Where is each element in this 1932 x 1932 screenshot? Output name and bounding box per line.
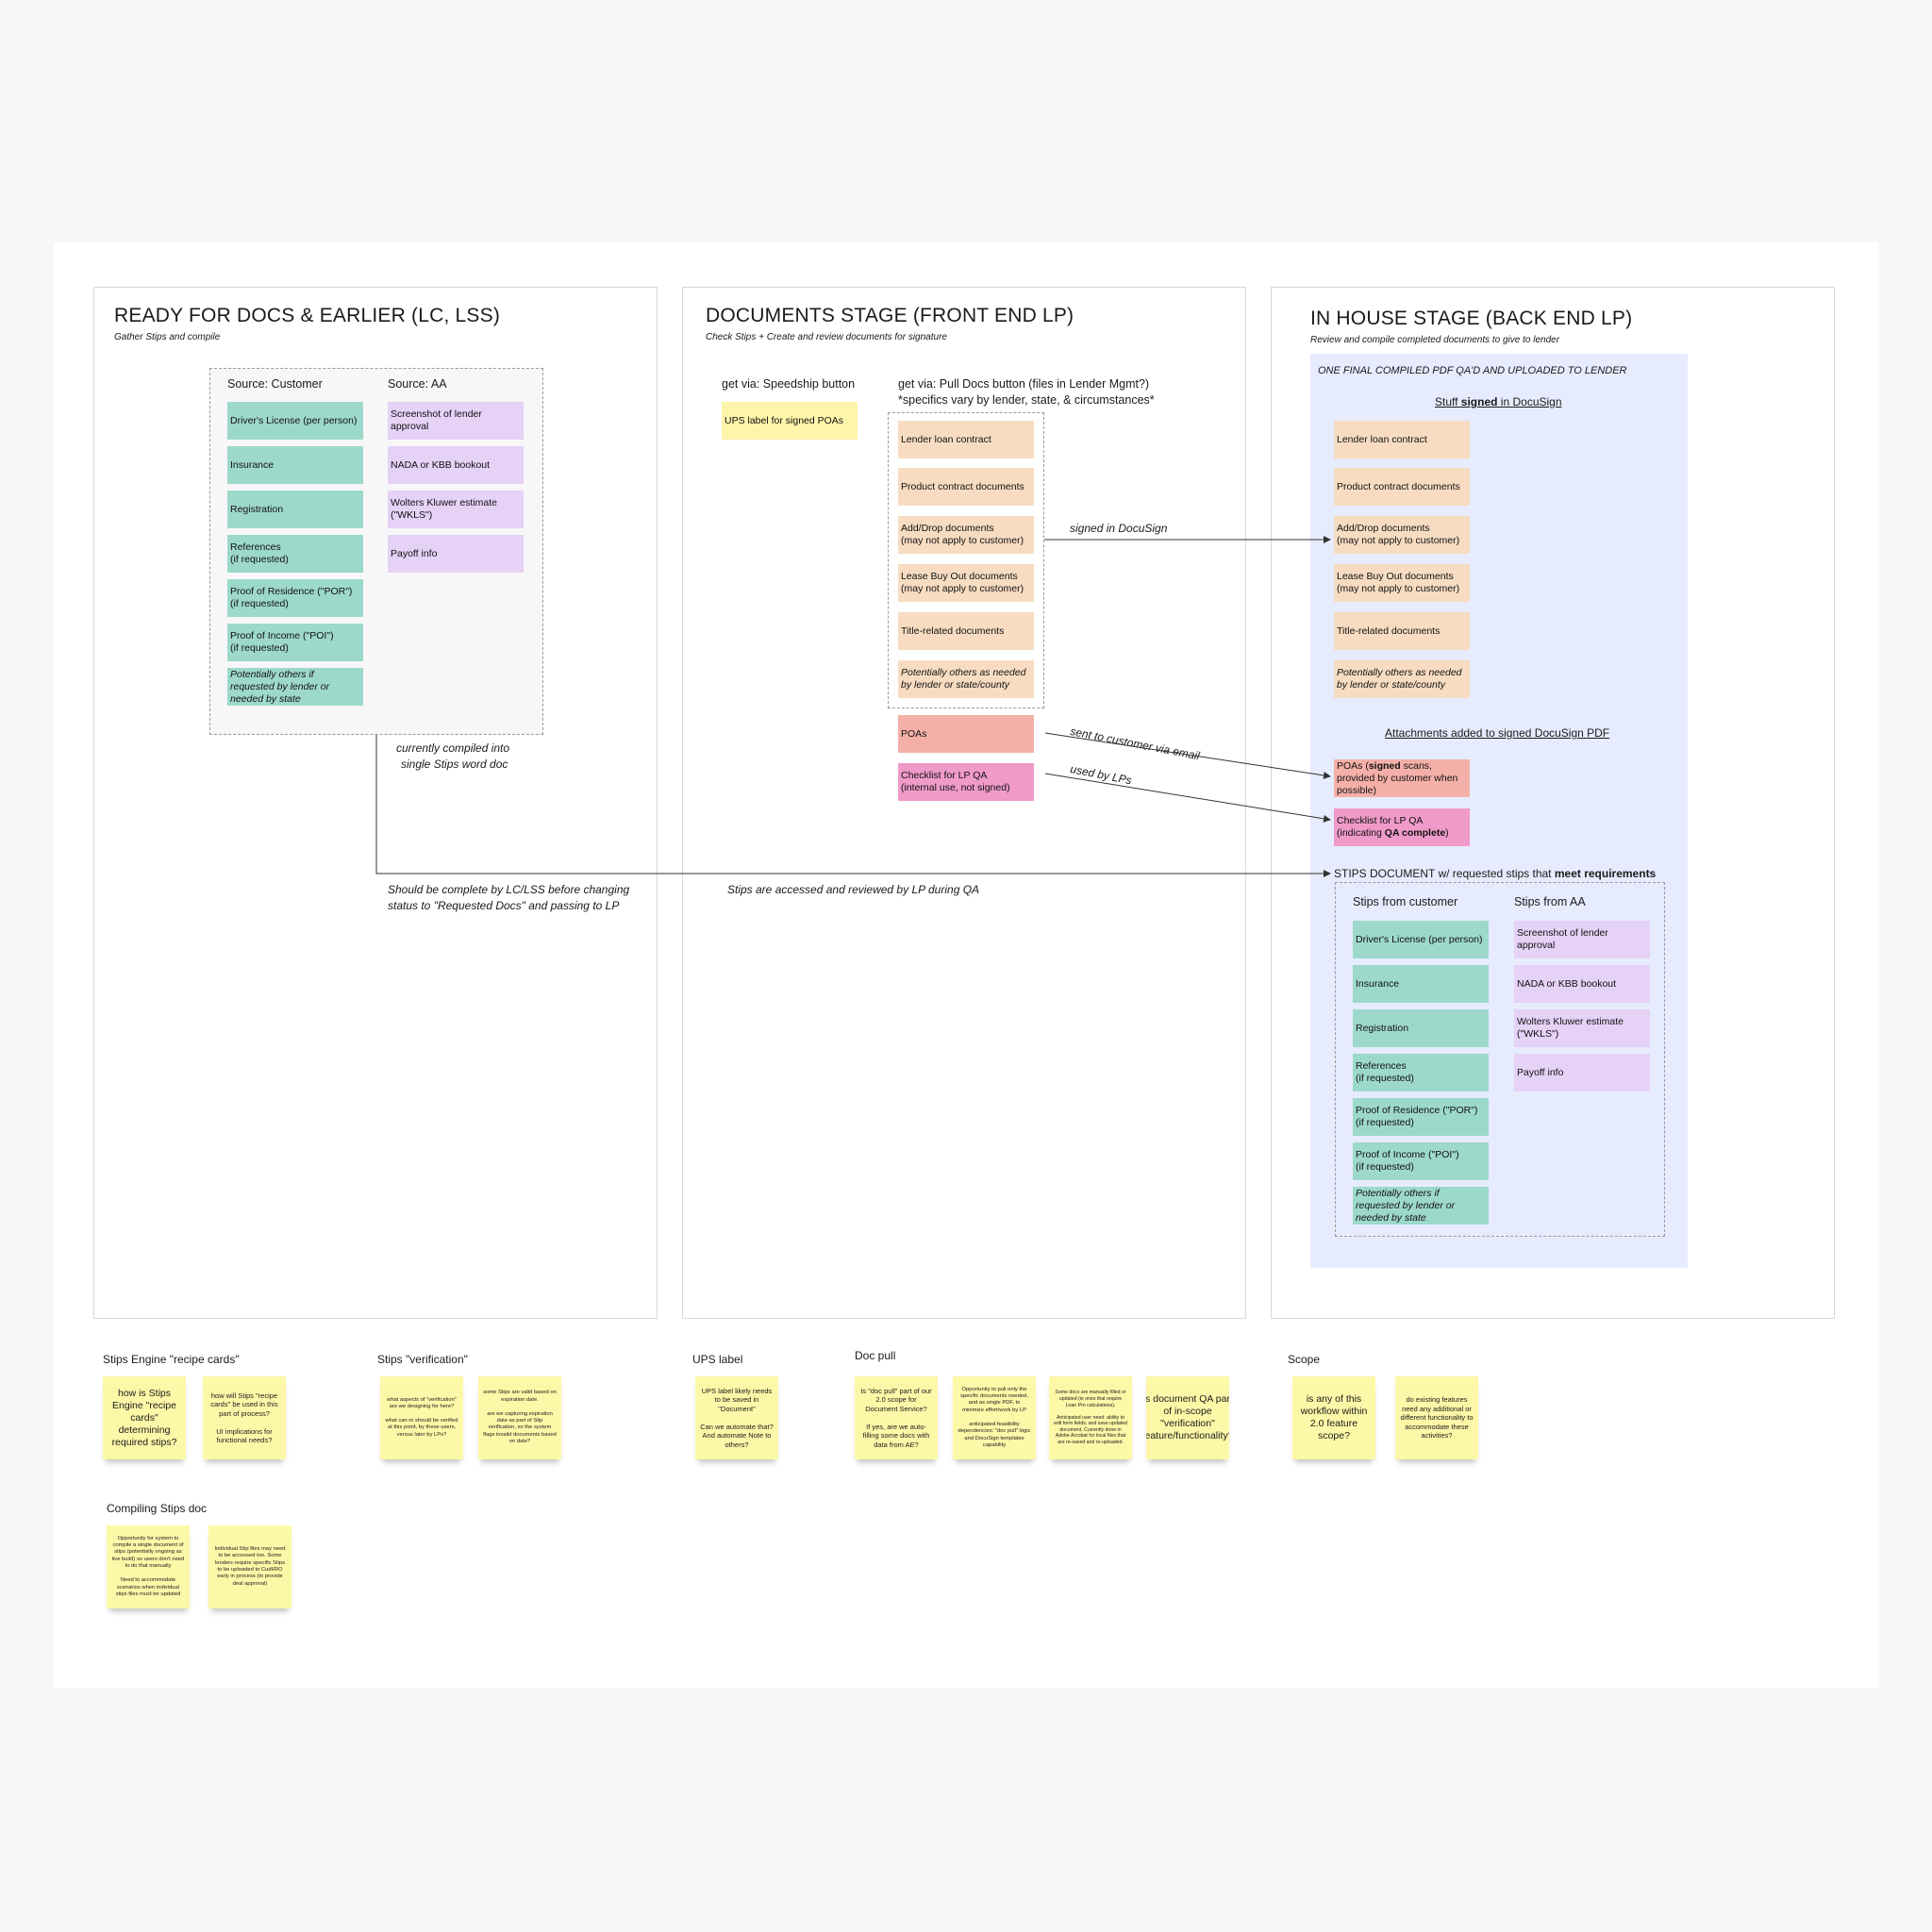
final-stip-potentially-others: Potentially others if requested by lende… — [1353, 1187, 1489, 1224]
stuff-signed-bold: signed — [1460, 395, 1498, 408]
signed-lease-buy-out: Lease Buy Out documents (may not apply t… — [1334, 564, 1470, 602]
section-recipe-title: Stips Engine "recipe cards" — [103, 1353, 240, 1366]
section-docpull-title: Doc pull — [855, 1349, 896, 1362]
frame-ready-subtitle: Gather Stips and compile — [114, 332, 221, 342]
attached-poas: POAs (signed scans, provided by customer… — [1334, 759, 1470, 797]
signed-title-related: Title-related documents — [1334, 612, 1470, 650]
sticky-recipe-2: how will Stips "recipe cards" be used in… — [203, 1376, 286, 1459]
attached-checklist-pre: (indicating — [1337, 827, 1385, 839]
stip-registration: Registration — [227, 491, 363, 528]
stip-nada-kbb: NADA or KBB bookout — [388, 446, 524, 484]
sticky-docpull-1: Is "doc pull" part of our 2.0 scope for … — [855, 1376, 938, 1459]
stips-from-customer-label: Stips from customer — [1353, 895, 1458, 908]
sticky-compiling-2: Individual Stip files may need to be acc… — [208, 1525, 291, 1608]
stip-payoff-info: Payoff info — [388, 535, 524, 573]
sticky-docpull-3: Some docs are manually filled or updated… — [1049, 1376, 1132, 1459]
compiled-note-line2: single Stips word doc — [401, 758, 508, 771]
stip-potentially-others: Potentially others if requested by lende… — [227, 668, 363, 706]
compiled-note-line1: currently compiled into — [396, 741, 510, 755]
pull-docs-label-line1: get via: Pull Docs button (files in Lend… — [898, 377, 1150, 391]
frame-inhouse-title: IN HOUSE STAGE (BACK END LP) — [1310, 308, 1633, 329]
signed-lender-loan-contract: Lender loan contract — [1334, 421, 1470, 458]
documents-group — [888, 412, 1044, 708]
sticky-verification-1: what aspects of "verification" are we de… — [380, 1376, 463, 1459]
section-verification-title: Stips "verification" — [377, 1353, 468, 1366]
stips-accessed-label: Stips are accessed and reviewed by LP du… — [727, 883, 980, 896]
frame-ready-title: READY FOR DOCS & EARLIER (LC, LSS) — [114, 305, 501, 326]
doc-potentially-others: Potentially others as needed by lender o… — [898, 660, 1034, 698]
frame-documents-title: DOCUMENTS STAGE (FRONT END LP) — [706, 305, 1074, 326]
stips-document-label: STIPS DOCUMENT w/ requested stips that m… — [1334, 867, 1656, 880]
speedship-label: get via: Speedship button — [722, 377, 856, 391]
stuff-signed-label: Stuff signed in DocuSign — [1435, 395, 1562, 408]
doc-product-contract: Product contract documents — [898, 468, 1034, 506]
stuff-signed-post: in DocuSign — [1497, 395, 1562, 408]
attached-checklist-line1: Checklist for LP QA — [1337, 815, 1424, 826]
checklist-line2: (internal use, not signed) — [901, 782, 1010, 793]
sticky-compiling-1: Opportunity for system to compile a sing… — [107, 1525, 190, 1608]
frame-documents-subtitle: Check Stips + Create and review document… — [706, 332, 947, 342]
final-stip-insurance: Insurance — [1353, 965, 1489, 1003]
signed-add-drop: Add/Drop documents (may not apply to cus… — [1334, 516, 1470, 554]
complete-note-line1: Should be complete by LC/LSS before chan… — [388, 883, 630, 896]
doc-lease-buy-out: Lease Buy Out documents (may not apply t… — [898, 564, 1034, 602]
final-stip-proof-of-residence: Proof of Residence ("POR") (if requested… — [1353, 1098, 1489, 1136]
pull-docs-label-line2: *specifics vary by lender, state, & circ… — [898, 393, 1155, 407]
stip-proof-of-residence: Proof of Residence ("POR") (if requested… — [227, 579, 363, 617]
final-stip-lender-approval: Screenshot of lender approval — [1514, 921, 1650, 958]
final-stip-nada-kbb: NADA or KBB bookout — [1514, 965, 1650, 1003]
doc-lender-loan-contract: Lender loan contract — [898, 421, 1034, 458]
final-stip-references: References (if requested) — [1353, 1054, 1489, 1091]
poas-bold: signed — [1368, 759, 1401, 772]
stip-wolters-kluwer: Wolters Kluwer estimate ("WKLS") — [388, 491, 524, 528]
stuff-signed-pre: Stuff — [1435, 395, 1461, 408]
attachments-label: Attachments added to signed DocuSign PDF — [1385, 726, 1610, 740]
signed-potentially-others: Potentially others as needed by lender o… — [1334, 660, 1470, 698]
final-stip-proof-of-income: Proof of Income ("POI") (if requested) — [1353, 1142, 1489, 1180]
sticky-scope-2: do existing features need any additional… — [1395, 1376, 1478, 1459]
sticky-docpull-4: Is document QA part of in-scope "verific… — [1146, 1376, 1229, 1459]
doc-title-related: Title-related documents — [898, 612, 1034, 650]
poas-post: scans, provided by customer when possibl… — [1337, 759, 1458, 796]
stips-doc-bold: meet requirements — [1554, 867, 1657, 880]
stip-drivers-license: Driver's License (per person) — [227, 402, 363, 440]
signed-product-contract: Product contract documents — [1334, 468, 1470, 506]
stips-document-group — [1335, 882, 1665, 1237]
signed-in-docusign-label: signed in DocuSign — [1070, 522, 1168, 535]
attached-checklist-post: ) — [1445, 827, 1449, 839]
sticky-verification-2: some Stips are valid based on expiration… — [478, 1376, 561, 1459]
sticky-ups-1: UPS label likely needs to be saved in "D… — [695, 1376, 778, 1459]
section-compiling-title: Compiling Stips doc — [107, 1502, 208, 1515]
source-customer-label: Source: Customer — [227, 377, 323, 391]
attached-checklist-bold: QA complete — [1384, 827, 1446, 839]
stip-proof-of-income: Proof of Income ("POI") (if requested) — [227, 624, 363, 661]
ups-label-note: UPS label for signed POAs — [722, 402, 858, 440]
stip-insurance: Insurance — [227, 446, 363, 484]
checklist-line1: Checklist for LP QA — [901, 770, 988, 781]
poas-pre: POAs ( — [1337, 759, 1369, 772]
frame-inhouse-subtitle: Review and compile completed documents t… — [1310, 335, 1560, 345]
stip-lender-approval: Screenshot of lender approval — [388, 402, 524, 440]
complete-note-line2: status to "Requested Docs" and passing t… — [388, 899, 620, 912]
final-pdf-label: ONE FINAL COMPILED PDF QA'D AND UPLOADED… — [1318, 365, 1627, 376]
source-aa-label: Source: AA — [388, 377, 447, 391]
doc-add-drop: Add/Drop documents (may not apply to cus… — [898, 516, 1034, 554]
sticky-docpull-2: Opportunity to pull only the specific do… — [953, 1376, 1036, 1459]
stips-doc-pre: STIPS DOCUMENT w/ requested stips that — [1334, 867, 1555, 880]
final-stip-registration: Registration — [1353, 1009, 1489, 1047]
final-stip-drivers-license: Driver's License (per person) — [1353, 921, 1489, 958]
stip-references: References (if requested) — [227, 535, 363, 573]
stips-from-aa-label: Stips from AA — [1514, 895, 1586, 908]
sticky-scope-1: is any of this workflow within 2.0 featu… — [1292, 1376, 1375, 1459]
attached-checklist: Checklist for LP QA (indicating QA comple… — [1334, 808, 1470, 846]
section-scope-title: Scope — [1288, 1353, 1321, 1366]
section-ups-title: UPS label — [692, 1353, 743, 1366]
doc-poas: POAs — [898, 715, 1034, 753]
sticky-recipe-1: how is Stips Engine "recipe cards" deter… — [103, 1376, 186, 1459]
final-stip-payoff-info: Payoff info — [1514, 1054, 1650, 1091]
doc-checklist-lp-qa: Checklist for LP QA (internal use, not si… — [898, 763, 1034, 801]
final-stip-wolters-kluwer: Wolters Kluwer estimate ("WKLS") — [1514, 1009, 1650, 1047]
